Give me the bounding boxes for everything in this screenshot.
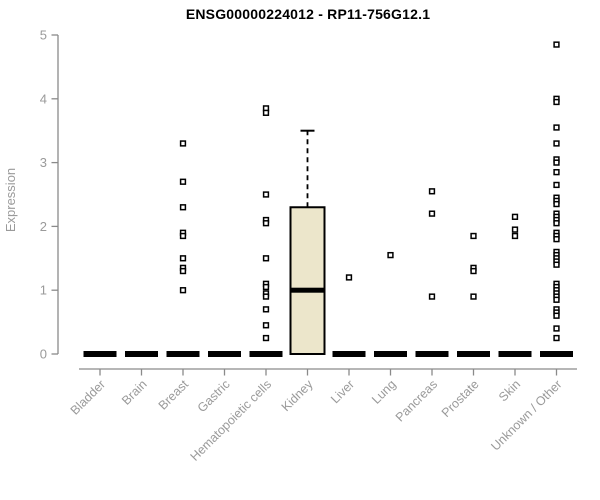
- outlier-point: [262, 220, 270, 227]
- zero-box-bar: [415, 351, 449, 357]
- outlier-point: [553, 181, 560, 189]
- zero-box-bar: [374, 351, 407, 357]
- outlier-point: [511, 232, 519, 240]
- outlier-point: [179, 204, 187, 211]
- outlier-point: [553, 159, 560, 166]
- zero-box-bar: [125, 351, 158, 357]
- outlier-point: [179, 178, 187, 185]
- y-tick-label: 0: [40, 347, 47, 362]
- outlier-point: [262, 109, 270, 116]
- x-category-label: Hematopoietic cells: [188, 377, 275, 464]
- outlier-point: [511, 226, 519, 233]
- zero-box-bar: [332, 351, 366, 357]
- outlier-point: [428, 210, 436, 217]
- x-category-label: Liver: [328, 377, 357, 406]
- outlier-point: [553, 325, 560, 332]
- outlier-point: [428, 188, 436, 195]
- outlier-point: [262, 306, 270, 313]
- zero-box-bar: [208, 351, 241, 357]
- x-category-label: Gastric: [195, 377, 233, 415]
- outlier-point: [511, 213, 519, 220]
- outlier-point: [553, 261, 560, 268]
- zero-box-bar: [540, 351, 573, 357]
- x-category-label: Kidney: [279, 377, 316, 414]
- outlier-point: [262, 334, 270, 342]
- x-category-label: Breast: [156, 377, 192, 413]
- x-category-label: Bladder: [68, 377, 108, 417]
- outlier-point: [553, 124, 560, 131]
- x-category-label: Lung: [369, 377, 399, 407]
- y-tick-label: 1: [40, 283, 47, 298]
- zero-box-bar: [166, 351, 200, 357]
- x-category-label: Brain: [119, 377, 150, 408]
- outlier-point: [179, 267, 187, 275]
- y-tick-label: 2: [40, 219, 47, 234]
- outlier-point: [387, 251, 394, 259]
- outlier-point: [553, 200, 560, 208]
- outlier-point: [553, 98, 560, 106]
- y-axis-title: Expression: [3, 168, 18, 232]
- outlier-point: [553, 220, 560, 227]
- outlier-point: [262, 322, 270, 329]
- outlier-point: [553, 334, 560, 342]
- outlier-point: [179, 255, 187, 262]
- outlier-point: [470, 232, 477, 240]
- outlier-point: [553, 169, 560, 176]
- outlier-point: [553, 140, 560, 147]
- x-category-label: Pancreas: [393, 377, 440, 424]
- outlier-point: [179, 232, 187, 240]
- outlier-point: [553, 236, 560, 243]
- outlier-point: [179, 287, 187, 294]
- zero-box-bar: [498, 351, 532, 357]
- outlier-point: [470, 293, 477, 300]
- y-tick-label: 3: [40, 155, 47, 170]
- box-iqr: [289, 206, 326, 355]
- outlier-point: [428, 293, 436, 300]
- chart-title: ENSG00000224012 - RP11-756G12.1: [185, 6, 431, 22]
- outlier-point: [179, 140, 187, 147]
- outlier-point: [345, 274, 353, 281]
- outlier-point: [262, 191, 270, 198]
- x-category-label: Skin: [496, 377, 523, 404]
- zero-box-bar: [249, 351, 283, 357]
- y-tick-label: 4: [40, 91, 47, 106]
- zero-box-bar: [457, 351, 490, 357]
- outlier-point: [262, 283, 270, 291]
- box-median-line: [290, 287, 325, 293]
- outlier-point: [553, 312, 560, 319]
- x-category-label: Unknown / Other: [488, 377, 564, 453]
- x-category-label: Prostate: [439, 377, 482, 420]
- outlier-point: [470, 267, 477, 275]
- outlier-point: [553, 296, 560, 303]
- y-tick-label: 5: [40, 28, 47, 43]
- outlier-point: [262, 255, 270, 262]
- zero-box-bar: [83, 351, 117, 357]
- outlier-point: [553, 41, 560, 48]
- outlier-point: [262, 293, 270, 300]
